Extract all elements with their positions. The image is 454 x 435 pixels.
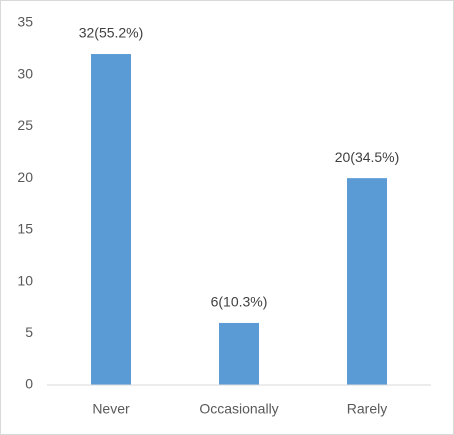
x-tick-label: Occasionally [199, 401, 278, 417]
y-tick-label: 20 [17, 169, 33, 185]
data-label: 32(55.2%) [79, 25, 144, 41]
bar [219, 322, 259, 385]
y-tick-label: 10 [17, 272, 33, 288]
y-tick-label: 15 [17, 221, 33, 237]
bar [91, 54, 131, 386]
y-tick-label: 30 [17, 65, 33, 81]
y-tick-label: 35 [17, 14, 33, 30]
data-label: 20(34.5%) [335, 149, 400, 165]
x-tick-label: Never [92, 401, 130, 417]
bar [347, 178, 387, 385]
data-label: 6(10.3%) [211, 294, 268, 310]
y-tick-label: 0 [25, 376, 33, 392]
y-tick-label: 5 [25, 324, 33, 340]
x-tick-label: Rarely [347, 401, 387, 417]
y-tick-label: 25 [17, 117, 33, 133]
